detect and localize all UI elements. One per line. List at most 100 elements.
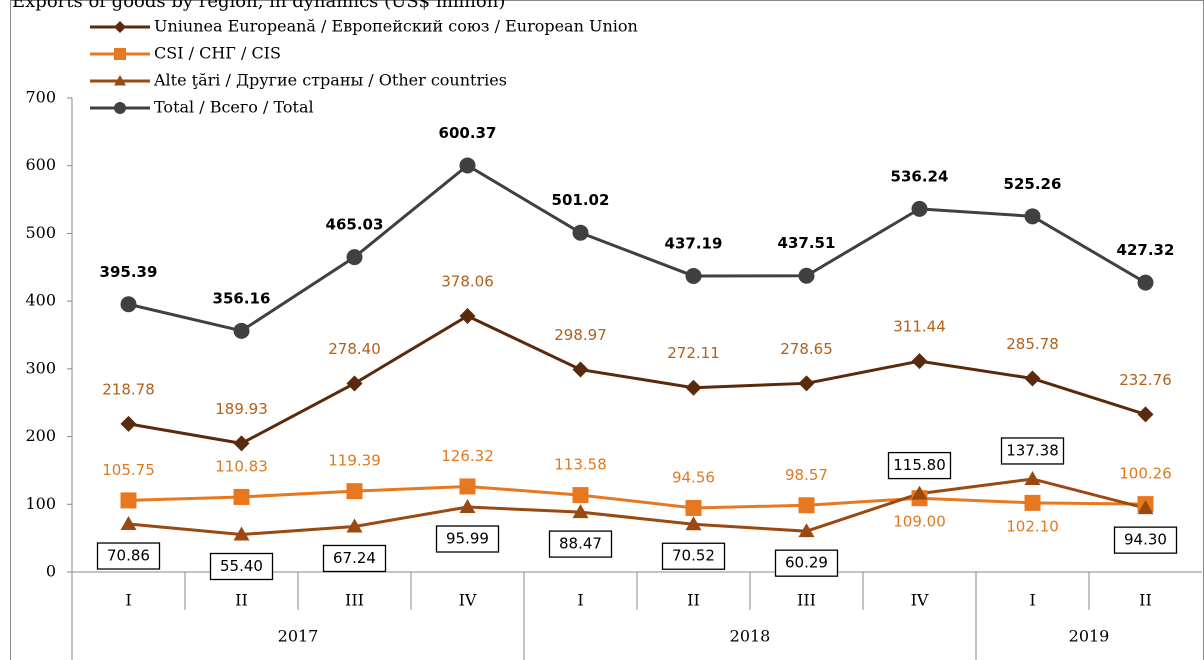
marker (1024, 494, 1041, 511)
marker (120, 492, 137, 509)
legend-label: Uniunea Europeană / Европейский союз / E… (154, 17, 638, 36)
marker (798, 375, 815, 392)
y-tick-label: 400 (25, 291, 56, 310)
data-label: 501.02 (552, 191, 610, 209)
data-label: 232.76 (1119, 371, 1172, 389)
data-label: 356.16 (213, 289, 271, 307)
marker (572, 361, 589, 378)
marker (114, 48, 126, 60)
data-label: 94.56 (672, 468, 715, 486)
marker (114, 102, 126, 114)
marker (346, 518, 363, 533)
label-box (96, 542, 161, 570)
data-label: 98.57 (785, 466, 828, 484)
label-box (322, 544, 387, 573)
data-label: 70.86 (107, 547, 150, 565)
legend-label: CSI / СНГ / CIS (154, 44, 281, 63)
x-tick-label: II (687, 591, 700, 610)
data-label: 378.06 (441, 272, 494, 290)
data-label: 113.58 (554, 456, 607, 474)
marker (798, 497, 815, 514)
marker (1024, 370, 1041, 387)
x-tick-label: II (235, 591, 248, 610)
data-label: 126.32 (441, 447, 494, 465)
marker (1137, 500, 1154, 515)
data-label: 94.30 (1124, 531, 1167, 549)
marker (685, 499, 702, 516)
marker (1137, 274, 1154, 291)
data-label: 189.93 (215, 400, 268, 418)
marker (233, 526, 250, 541)
data-label: 67.24 (333, 549, 376, 567)
data-label: 60.29 (785, 554, 828, 572)
marker (685, 516, 702, 531)
data-label: 95.99 (446, 530, 489, 548)
x-tick-label: II (1139, 591, 1152, 610)
data-label: 525.26 (1004, 175, 1062, 193)
marker (233, 322, 250, 339)
series-line (128, 163, 1147, 333)
label-box (1000, 437, 1065, 465)
y-tick-label: 700 (25, 88, 56, 107)
data-label: 437.51 (778, 234, 836, 252)
marker (346, 249, 363, 266)
marker (459, 157, 476, 174)
x-tick-label: III (345, 591, 364, 610)
label-box (548, 530, 613, 558)
series-line (128, 314, 1146, 445)
series-line (128, 477, 1146, 536)
label-box (209, 552, 274, 581)
x-tick-label: I (125, 591, 131, 610)
data-label: 119.39 (328, 452, 381, 470)
marker (798, 267, 815, 284)
marker (459, 307, 476, 324)
label-box (661, 542, 726, 570)
data-label: 395.39 (100, 263, 158, 281)
x-tick-label: I (577, 591, 583, 610)
data-label: 298.97 (554, 326, 607, 344)
marker (1024, 470, 1041, 485)
marker (572, 224, 589, 241)
marker (685, 267, 702, 284)
data-label: 272.11 (667, 344, 720, 362)
marker (1137, 406, 1154, 423)
marker (572, 487, 589, 504)
marker (346, 483, 363, 500)
legend-label: Alte ţări / Другие страны / Other countr… (153, 71, 507, 90)
label-box (1113, 526, 1178, 554)
data-label: 427.32 (1117, 241, 1175, 259)
marker (114, 75, 126, 86)
series-line (128, 484, 1146, 510)
data-label: 137.38 (1006, 441, 1059, 459)
x-group-label: 2018 (730, 627, 771, 646)
data-label: 285.78 (1006, 335, 1059, 353)
data-label: 102.10 (1006, 517, 1059, 535)
y-tick-label: 0 (46, 562, 56, 581)
x-group-label: 2019 (1069, 627, 1110, 646)
y-tick-label: 500 (25, 223, 56, 242)
chart-title: Exports of goods by region, in dynamics … (12, 0, 505, 12)
x-tick-label: IV (911, 591, 929, 610)
label-box (887, 451, 952, 480)
marker (1024, 208, 1041, 225)
y-tick-label: 600 (25, 155, 56, 174)
x-tick-label: I (1029, 591, 1035, 610)
marker (459, 478, 476, 495)
data-label: 88.47 (559, 535, 602, 553)
data-label: 110.83 (215, 457, 268, 475)
data-label: 105.75 (102, 461, 155, 479)
data-label: 70.52 (672, 547, 715, 565)
marker (572, 504, 589, 519)
data-label: 437.19 (665, 234, 723, 252)
data-label: 218.78 (102, 380, 155, 398)
marker (233, 435, 250, 452)
data-label: 100.26 (1119, 465, 1172, 483)
marker (120, 415, 137, 432)
x-tick-label: IV (459, 591, 477, 610)
x-group-label: 2017 (278, 627, 319, 646)
data-label: 109.00 (893, 513, 946, 531)
marker (685, 379, 702, 396)
x-tick-label: III (797, 591, 816, 610)
label-box (435, 525, 500, 553)
data-label: 536.24 (891, 167, 949, 185)
